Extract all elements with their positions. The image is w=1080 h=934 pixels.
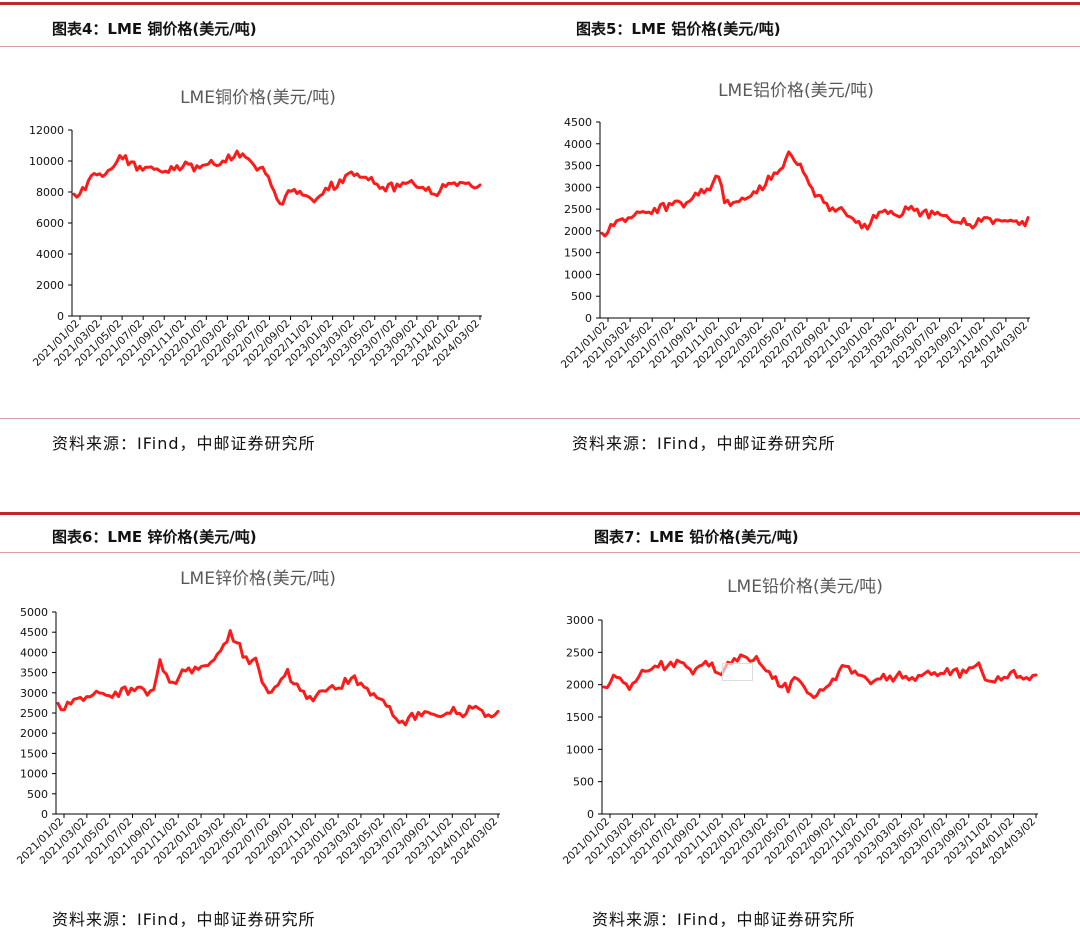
chart-zinc: LME锌价格(美元/吨) 0 500 1000 1500 2000 2500 3000 3500… bbox=[0, 554, 530, 899]
source-lead: 资料来源：IFind，中邮证券研究所 bbox=[592, 910, 856, 929]
bottom-rule bbox=[0, 512, 1080, 515]
y-tick-label: 1500 bbox=[20, 747, 48, 760]
y-tick-label: 0 bbox=[585, 312, 592, 325]
y-tick-label: 0 bbox=[57, 310, 64, 323]
series-line bbox=[72, 149, 482, 206]
y-tick-label: 500 bbox=[571, 290, 592, 303]
source-divider bbox=[0, 418, 1080, 419]
source-aluminum: 资料来源：IFind，中邮证券研究所 bbox=[572, 434, 836, 453]
y-tick-label: 2000 bbox=[36, 279, 64, 292]
figure-title-lead: 图表7：LME 铅价格(美元/吨) bbox=[594, 528, 799, 546]
y-tick-label: 1000 bbox=[20, 768, 48, 781]
y-tick-label: 2000 bbox=[20, 727, 48, 740]
y-tick-label: 4500 bbox=[20, 626, 48, 639]
series-line bbox=[602, 653, 1038, 700]
y-tick-label: 4500 bbox=[564, 116, 592, 129]
y-tick-label: 3500 bbox=[564, 160, 592, 173]
y-tick-label: 1000 bbox=[566, 743, 594, 756]
y-tick-label: 1500 bbox=[564, 247, 592, 260]
y-tick-label: 12000 bbox=[29, 124, 64, 137]
series-line bbox=[56, 629, 500, 727]
y-tick-label: 500 bbox=[27, 788, 48, 801]
y-tick-label: 10000 bbox=[29, 155, 64, 168]
watermark bbox=[722, 663, 753, 681]
figure-title-zinc: 图表6：LME 锌价格(美元/吨) bbox=[52, 528, 257, 546]
figure-title-aluminum: 图表5：LME 铝价格(美元/吨) bbox=[576, 20, 781, 38]
y-tick-label: 3500 bbox=[20, 667, 48, 680]
y-tick-label: 500 bbox=[573, 776, 594, 789]
y-tick-label: 0 bbox=[587, 808, 594, 821]
chart-copper: LME铜价格(美元/吨) 0 2000 4000 6000 8000 10000 12000 2… bbox=[0, 48, 530, 418]
y-tick-label: 0 bbox=[41, 808, 48, 821]
chart-title: LME锌价格(美元/吨) bbox=[180, 569, 336, 589]
title-divider bbox=[0, 46, 1080, 47]
chart-aluminum: LME铝价格(美元/吨) 0 500 1000 1500 2000 2500 3000 3500… bbox=[540, 48, 1070, 418]
title-divider-bottom bbox=[0, 552, 1080, 553]
source-copper: 资料来源：IFind，中邮证券研究所 bbox=[52, 434, 316, 453]
y-tick-label: 3000 bbox=[566, 614, 594, 627]
figure-title-copper: 图表4：LME 铜价格(美元/吨) bbox=[52, 20, 257, 38]
aluminum-price-chart: LME铝价格(美元/吨) 0 500 1000 1500 2000 2500 3000 3500… bbox=[559, 81, 1030, 371]
zinc-price-chart: LME锌价格(美元/吨) 0 500 1000 1500 2000 2500 3000 3500… bbox=[15, 569, 500, 867]
y-tick-label: 4000 bbox=[36, 248, 64, 261]
y-tick-label: 2500 bbox=[564, 203, 592, 216]
y-tick-label: 3000 bbox=[564, 181, 592, 194]
y-tick-label: 2000 bbox=[564, 225, 592, 238]
chart-title: LME铅价格(美元/吨) bbox=[727, 577, 883, 597]
y-tick-label: 1000 bbox=[564, 268, 592, 281]
y-tick-label: 2000 bbox=[566, 679, 594, 692]
y-tick-label: 1500 bbox=[566, 711, 594, 724]
y-tick-label: 4000 bbox=[564, 138, 592, 151]
series-line bbox=[600, 150, 1030, 238]
y-tick-label: 2500 bbox=[20, 707, 48, 720]
chart-lead: LME铅价格(美元/吨) 0 500 1000 1500 2000 2500 3000 2021… bbox=[540, 554, 1070, 899]
y-tick-label: 6000 bbox=[36, 217, 64, 230]
lead-price-chart: LME铅价格(美元/吨)0500100015002000250030002021… bbox=[561, 577, 1038, 867]
source-zinc: 资料来源：IFind，中邮证券研究所 bbox=[52, 910, 316, 929]
y-tick-label: 5000 bbox=[20, 606, 48, 619]
chart-title: LME铝价格(美元/吨) bbox=[718, 81, 874, 101]
y-tick-label: 3000 bbox=[20, 687, 48, 700]
y-tick-label: 8000 bbox=[36, 186, 64, 199]
copper-price-chart: LME铜价格(美元/吨)0200040006000800010000120002… bbox=[29, 88, 482, 369]
chart-title: LME铜价格(美元/吨) bbox=[180, 88, 336, 108]
y-tick-label: 4000 bbox=[20, 646, 48, 659]
y-tick-label: 2500 bbox=[566, 646, 594, 659]
top-rule bbox=[0, 2, 1080, 5]
